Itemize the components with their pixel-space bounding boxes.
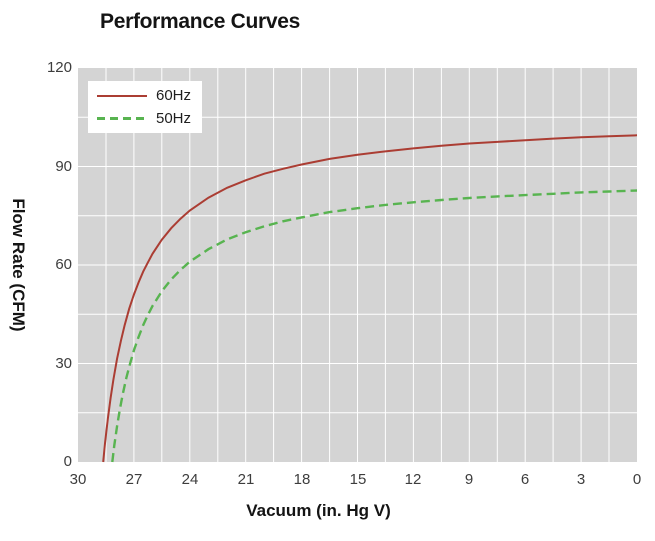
x-tick-label: 9 (464, 471, 474, 488)
legend-line-50hz-swatch (97, 116, 147, 120)
chart-title: Performance Curves (100, 10, 301, 33)
legend-item-50hz: 50Hz (88, 111, 202, 126)
x-tick-label: 21 (237, 471, 255, 488)
x-tick-label: 12 (404, 471, 422, 488)
legend-label-60hz: 60Hz (156, 87, 192, 105)
x-tick-label: 6 (520, 471, 530, 488)
legend-label-50hz: 50Hz (156, 109, 192, 127)
curve-60hz (102, 134, 638, 463)
legend: 60Hz 50Hz (88, 81, 202, 133)
x-tick-label: 3 (576, 471, 586, 488)
x-axis-title: Vacuum (in. Hg V) (246, 501, 391, 520)
x-tick-label: 18 (293, 471, 311, 488)
y-tick-label: 120 (46, 59, 72, 76)
y-tick-label: 0 (63, 453, 72, 470)
x-tick-label: 27 (125, 471, 143, 488)
legend-line-60hz-swatch (97, 94, 147, 97)
x-tick-label: 30 (69, 471, 87, 488)
x-tick-label: 15 (349, 471, 367, 488)
legend-item-60hz: 60Hz (88, 88, 202, 103)
x-tick-label: 24 (181, 471, 199, 488)
y-tick-label: 90 (55, 158, 72, 175)
y-tick-label: 30 (55, 355, 72, 372)
y-tick-label: 60 (55, 256, 72, 273)
y-axis-title: Flow Rate (CFM) (9, 198, 28, 332)
x-tick-label: 0 (632, 471, 642, 488)
curve-50hz (111, 189, 638, 463)
